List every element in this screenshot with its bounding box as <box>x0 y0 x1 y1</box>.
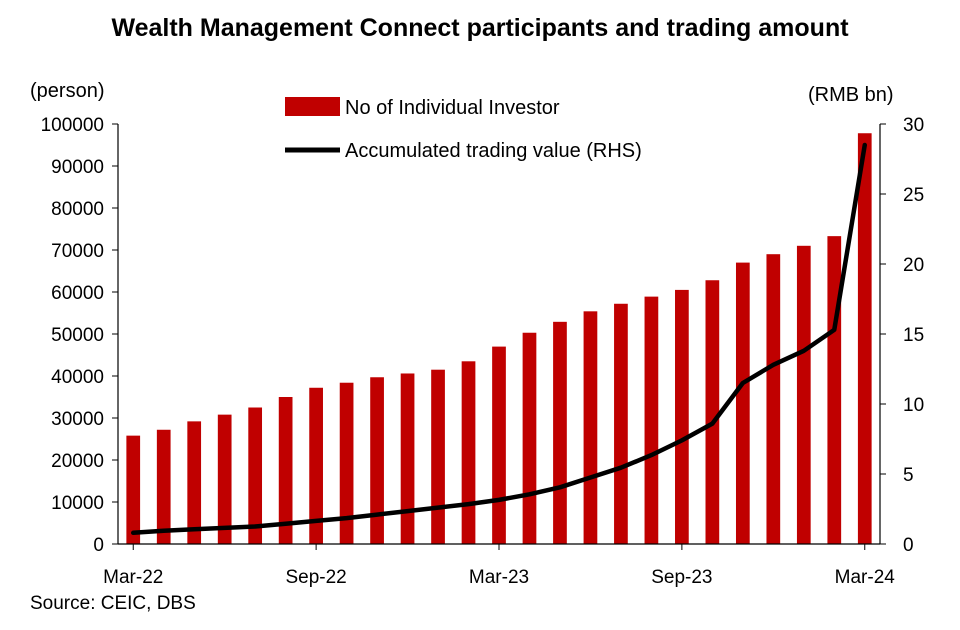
accumulated-trading-value-line <box>130 142 868 536</box>
line-group <box>130 142 868 536</box>
bar-Aug-22 <box>278 397 293 544</box>
bar-Feb-24 <box>827 236 842 544</box>
bar-Oct-22 <box>339 382 354 544</box>
bar-Feb-23 <box>461 361 476 544</box>
bar-Apr-23 <box>522 332 537 544</box>
right-tick-label: 0 <box>903 535 914 556</box>
legend-swatch-bars <box>285 97 340 116</box>
chart-title: Wealth Management Connect participants a… <box>111 14 849 42</box>
bar-Jul-22 <box>248 407 263 544</box>
bar-Jun-23 <box>583 311 598 544</box>
chart-area: 0 10000 20000 30000 40000 50000 60000 70000 8000… <box>30 80 925 588</box>
left-tick-label: 60000 <box>51 283 104 304</box>
bar-Dec-22 <box>400 373 415 544</box>
bar-Jan-23 <box>431 369 445 544</box>
left-tick-label: 50000 <box>51 325 104 346</box>
bar-Mar-24 <box>857 133 872 545</box>
right-axis-unit: (RMB bn) <box>808 84 894 106</box>
bar-Sep-23 <box>675 289 689 544</box>
x-tick-label: Mar-24 <box>835 567 896 588</box>
left-tick-label: 90000 <box>51 157 104 178</box>
x-tick-label: Mar-22 <box>103 567 163 588</box>
left-tick-label: 0 <box>93 535 104 556</box>
left-tick-label: 80000 <box>51 199 104 220</box>
x-tick-label: Sep-22 <box>285 567 346 588</box>
bar-Jun-22 <box>217 414 232 544</box>
right-tick-label: 20 <box>903 255 924 276</box>
right-tick-label: 5 <box>903 465 914 486</box>
legend-label-line: Accumulated trading value (RHS) <box>345 140 642 162</box>
bar-May-23 <box>553 321 567 544</box>
bar-Mar-23 <box>492 346 506 544</box>
left-tick-label: 40000 <box>51 367 104 388</box>
left-tick-label: 30000 <box>51 409 104 430</box>
right-tick-label: 15 <box>903 325 924 346</box>
right-tick-label: 25 <box>903 185 924 206</box>
bar-Nov-22 <box>370 377 384 544</box>
legend-label-bars: No of Individual Investor <box>345 97 560 119</box>
left-tick-label: 20000 <box>51 451 104 472</box>
bar-Jan-24 <box>796 245 811 545</box>
bar-Sep-22 <box>309 387 323 544</box>
bar-May-22 <box>187 421 202 544</box>
bar-Dec-23 <box>766 254 781 544</box>
left-axis-unit: (person) <box>30 80 104 102</box>
bar-Mar-22 <box>126 435 141 544</box>
legend: No of Individual Investor Accumulated tr… <box>285 97 642 162</box>
right-tick-label: 10 <box>903 395 924 416</box>
bar-Nov-23 <box>735 262 750 544</box>
source-note: Source: CEIC, DBS <box>30 593 196 614</box>
bar-Apr-22 <box>156 429 171 544</box>
bar-Oct-23 <box>705 280 720 544</box>
x-tick-label: Mar-23 <box>469 567 529 588</box>
axes-group: 0 10000 20000 30000 40000 50000 60000 70000 8000… <box>41 115 925 588</box>
bars-group <box>126 133 872 545</box>
left-tick-label: 100000 <box>41 115 104 136</box>
left-tick-label: 10000 <box>51 493 104 514</box>
bar-Jul-23 <box>614 303 628 544</box>
bar-Aug-23 <box>644 296 659 544</box>
right-tick-label: 30 <box>903 115 924 136</box>
x-tick-label: Sep-23 <box>651 567 712 588</box>
left-tick-label: 70000 <box>51 241 104 262</box>
